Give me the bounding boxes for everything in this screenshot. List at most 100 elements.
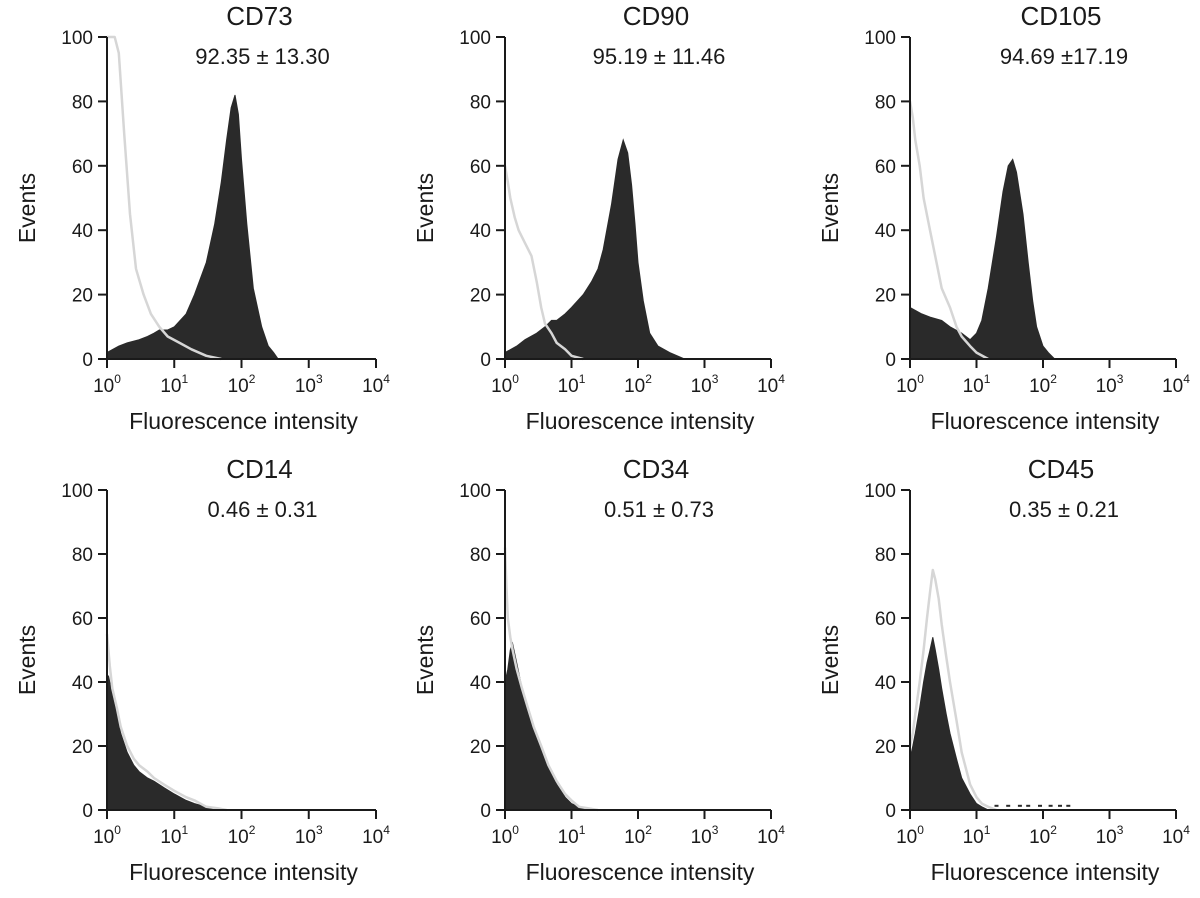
x-axis-label: Fluorescence intensity (931, 859, 1160, 885)
x-tick-label: 102 (228, 372, 256, 397)
y-tick-label: 80 (470, 545, 491, 566)
y-tick-label: 100 (459, 28, 491, 49)
x-axis-label: Fluorescence intensity (931, 408, 1160, 434)
histogram-panel-cd34: 0 20 40 60 80 100 100 101 102 103 104 CD34 0.51 ± 0.… (412, 454, 785, 885)
x-tick-label: 101 (558, 823, 586, 848)
x-tick-label: 101 (963, 372, 991, 397)
y-tick-label: 60 (72, 157, 93, 178)
y-tick-label: 100 (864, 481, 896, 502)
x-tick-label: 102 (624, 372, 652, 397)
histogram-tail-point (1006, 804, 1011, 807)
x-tick-label: 103 (295, 372, 323, 397)
x-tick-label: 103 (691, 372, 719, 397)
y-axis-label: Events (14, 173, 40, 243)
y-tick-label: 80 (72, 92, 93, 113)
histogram-panel-cd73: 0 20 40 60 80 100 100 101 102 103 104 CD73 92.35 ± 1… (14, 1, 390, 434)
histogram-isotype-series (908, 101, 989, 361)
x-axis-label: Fluorescence intensity (526, 408, 755, 434)
y-tick-label: 40 (470, 673, 491, 694)
y-tick-label: 80 (875, 545, 896, 566)
histogram-tail-point (1038, 804, 1042, 807)
x-tick-label: 104 (1162, 372, 1190, 397)
x-tick-label: 100 (896, 372, 924, 397)
histogram-tail-point (1058, 804, 1062, 807)
y-tick-label: 40 (875, 221, 896, 242)
y-tick-label: 0 (82, 350, 93, 371)
x-tick-label: 101 (963, 823, 991, 848)
histogram-tail-point (1048, 804, 1053, 807)
y-tick-label: 60 (72, 609, 93, 630)
x-tick-label: 100 (491, 372, 519, 397)
histogram-panel-cd14: 0 20 40 60 80 100 100 101 102 103 104 CD14 0.46 ± 0.… (14, 454, 390, 885)
x-tick-label: 104 (362, 372, 390, 397)
histogram-panel-cd45: 0 20 40 60 80 100 100 101 102 103 104 CD45 0.35 ± 0.… (817, 454, 1190, 885)
y-axis-label: Events (817, 173, 843, 243)
y-tick-label: 20 (470, 286, 491, 307)
y-axis-label: Events (412, 625, 438, 695)
x-axis-label: Fluorescence intensity (129, 859, 358, 885)
panel-stat: 94.69 ±17.19 (1000, 44, 1128, 69)
x-tick-label: 104 (757, 823, 785, 848)
y-tick-label: 100 (459, 481, 491, 502)
x-tick-label: 100 (896, 823, 924, 848)
y-tick-label: 40 (72, 673, 93, 694)
x-tick-label: 101 (558, 372, 586, 397)
y-tick-label: 40 (875, 673, 896, 694)
x-tick-label: 100 (93, 823, 121, 848)
histogram-antibody-series (909, 637, 989, 811)
histogram-isotype-series (503, 165, 584, 361)
histogram-tail-point (1066, 804, 1071, 807)
y-axis-label: Events (14, 625, 40, 695)
panel-stat: 92.35 ± 13.30 (195, 44, 329, 69)
y-tick-label: 100 (61, 28, 93, 49)
histogram-antibody-series (909, 158, 1056, 360)
y-tick-label: 100 (864, 28, 896, 49)
y-tick-label: 40 (470, 221, 491, 242)
panel-title: CD105 (1021, 1, 1102, 31)
histogram-antibody-series (106, 675, 215, 811)
y-axis-label: Events (817, 625, 843, 695)
histogram-tail-point (1017, 804, 1022, 807)
x-tick-label: 103 (691, 823, 719, 848)
histogram-antibody-series (106, 94, 280, 360)
x-tick-label: 103 (295, 823, 323, 848)
histogram-tail-point (1026, 804, 1031, 807)
y-tick-label: 0 (885, 801, 896, 822)
y-tick-label: 0 (480, 350, 491, 371)
panel-title: CD73 (226, 1, 292, 31)
panel-stat: 0.46 ± 0.31 (208, 497, 318, 522)
y-tick-label: 0 (480, 801, 491, 822)
histogram-isotype-series (105, 633, 227, 812)
x-tick-label: 102 (624, 823, 652, 848)
x-axis-label: Fluorescence intensity (129, 408, 358, 434)
histogram-isotype-series (503, 547, 599, 812)
y-tick-label: 80 (875, 92, 896, 113)
x-tick-label: 101 (160, 823, 188, 848)
x-tick-label: 103 (1096, 372, 1124, 397)
panel-stat: 0.51 ± 0.73 (604, 497, 714, 522)
x-axis-label: Fluorescence intensity (526, 859, 755, 885)
histogram-panel-cd105: 0 20 40 60 80 100 100 101 102 103 104 CD105 94.69 ±1… (817, 1, 1190, 434)
x-tick-label: 103 (1096, 823, 1124, 848)
y-tick-label: 20 (72, 737, 93, 758)
x-tick-label: 101 (160, 372, 188, 397)
y-tick-label: 40 (72, 221, 93, 242)
y-tick-label: 60 (470, 157, 491, 178)
histogram-tail-point (994, 804, 999, 807)
y-tick-label: 100 (61, 481, 93, 502)
y-tick-label: 20 (875, 286, 896, 307)
panel-title: CD90 (623, 1, 689, 31)
histogram-isotype-series (908, 568, 997, 812)
x-tick-label: 102 (1029, 823, 1057, 848)
x-tick-label: 102 (228, 823, 256, 848)
y-tick-label: 80 (72, 545, 93, 566)
histogram-isotype-series (107, 35, 222, 361)
y-tick-label: 20 (72, 286, 93, 307)
y-tick-label: 60 (875, 609, 896, 630)
panel-title: CD34 (623, 454, 689, 484)
y-tick-label: 60 (875, 157, 896, 178)
x-tick-label: 100 (93, 372, 121, 397)
panel-stat: 0.35 ± 0.21 (1009, 497, 1119, 522)
panel-title: CD45 (1028, 454, 1094, 484)
